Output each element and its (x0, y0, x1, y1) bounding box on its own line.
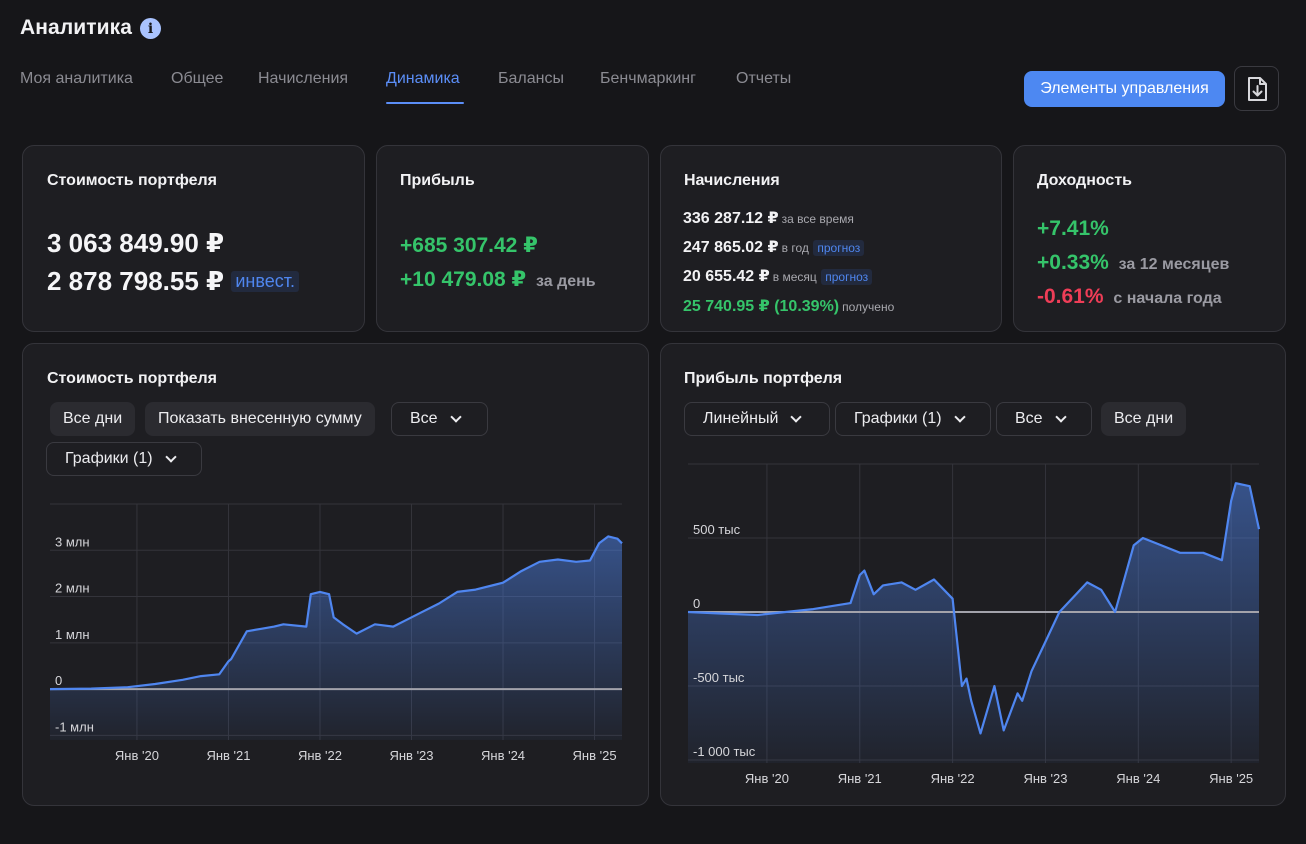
accrual-value: 336 287.12 ₽ (683, 210, 779, 227)
download-file-icon (1247, 76, 1267, 101)
x-tick-label: Янв '25 (573, 748, 617, 763)
forecast-tag: прогноз (821, 269, 873, 285)
forecast-tag: прогноз (813, 240, 865, 256)
accruals-card: Начисления (660, 145, 1002, 332)
page-title: Аналитика (20, 16, 133, 39)
x-tick-label: Янв '20 (745, 771, 789, 786)
invested-row: 2 878 798.55 ₽ инвест. (47, 266, 299, 297)
accrual-note: в месяц (772, 270, 817, 284)
card-title: Начисления (684, 172, 780, 189)
x-tick-label: Янв '23 (1023, 771, 1067, 786)
all-days-button[interactable]: Все дни (1101, 402, 1187, 436)
accrual-note: в год (781, 241, 809, 255)
accrual-row-year: 247 865.02 ₽ в год прогноз (683, 237, 865, 257)
tab-balances[interactable]: Балансы (498, 70, 564, 87)
tab-general[interactable]: Общее (171, 70, 224, 87)
x-tick-label: Янв '23 (389, 748, 433, 763)
profit-total: +685 307.42 ₽ (400, 234, 538, 257)
profit-day-value: +10 479.08 ₽ (400, 268, 527, 291)
y-tick-label: 0 (55, 673, 62, 688)
x-tick-label: Янв '22 (298, 748, 342, 763)
controls-button[interactable]: Элементы управления (1024, 71, 1225, 107)
series-area (688, 483, 1259, 763)
y-tick-label: 0 (693, 596, 700, 611)
portfolio-total-value: 3 063 849.90 ₽ (47, 228, 225, 258)
series-line (49, 535, 623, 691)
yield-ytd-value: -0.61% (1037, 285, 1104, 308)
card-title: Стоимость портфеля (47, 172, 218, 189)
series-line (687, 482, 1261, 735)
show-invested-button[interactable]: Показать внесенную сумму (145, 402, 375, 436)
portfolio-value-card: Стоимость портфеля 3 063 849.90 ₽ 2 878 … (22, 145, 365, 332)
y-tick-label: -500 тыс (693, 670, 745, 685)
x-tick-label: Янв '21 (206, 748, 250, 763)
tab-dynamics[interactable]: Динамика (386, 70, 460, 87)
dropdown-label: Графики (1) (65, 450, 153, 467)
x-tick-label: Янв '20 (115, 748, 159, 763)
accrual-note: получено (842, 300, 895, 314)
accrual-row-received: 25 740.95 ₽ (10.39%) получено (683, 296, 894, 316)
invested-value: 2 878 798.55 ₽ (47, 266, 225, 296)
accrual-note: за все время (781, 212, 854, 226)
accrual-row-all-time: 336 287.12 ₽ за все время (683, 208, 854, 228)
y-tick-label: 1 млн (55, 627, 90, 642)
x-tick-label: Янв '21 (838, 771, 882, 786)
charts-dropdown[interactable]: Графики (1) (46, 442, 202, 476)
y-tick-label: 500 тыс (693, 522, 741, 537)
panel-title: Стоимость портфеля (47, 370, 218, 387)
x-tick-label: Янв '25 (1209, 771, 1253, 786)
card-title: Прибыль (400, 172, 475, 189)
dropdown-label: Линейный (703, 410, 779, 427)
y-tick-label: 3 млн (55, 534, 90, 549)
range-dropdown[interactable]: Все (391, 402, 488, 436)
scale-dropdown[interactable]: Линейный (684, 402, 830, 436)
profit-day-row: +10 479.08 ₽ за день (400, 267, 596, 292)
yield-ytd-row: -0.61% с начала года (1037, 285, 1222, 309)
profit-day-label: за день (535, 273, 596, 290)
range-dropdown[interactable]: Все (996, 402, 1092, 436)
yield-card: Доходность +7.41% +0.33% за 12 месяцев -… (1013, 145, 1286, 332)
panel-title: Прибыль портфеля (684, 370, 843, 387)
yield-12m-row: +0.33% за 12 месяцев (1037, 251, 1229, 275)
y-tick-label: -1 000 тыс (693, 744, 756, 759)
info-icon[interactable]: i (140, 18, 161, 39)
active-tab-indicator (386, 102, 464, 104)
tab-my-analytics[interactable]: Моя аналитика (20, 70, 133, 87)
x-tick-label: Янв '24 (1116, 771, 1160, 786)
y-tick-label: -1 млн (55, 719, 94, 734)
profit-card: Прибыль +685 307.42 ₽ +10 479.08 ₽ за де… (376, 145, 649, 332)
charts-dropdown[interactable]: Графики (1) (835, 402, 991, 436)
invested-tag: инвест. (231, 271, 299, 292)
x-tick-label: Янв '24 (481, 748, 525, 763)
dropdown-label: Графики (1) (854, 410, 942, 427)
card-title: Доходность (1037, 172, 1132, 189)
export-button[interactable] (1234, 66, 1279, 111)
accrual-value: 247 865.02 ₽ (683, 239, 779, 256)
yield-12m-value: +0.33% (1037, 251, 1109, 274)
yield-total: +7.41% (1037, 217, 1109, 240)
tab-accruals[interactable]: Начисления (258, 70, 349, 87)
x-tick-label: Янв '22 (931, 771, 975, 786)
y-tick-label: 2 млн (55, 581, 90, 596)
tab-benchmarking[interactable]: Бенчмаркинг (600, 70, 696, 87)
dropdown-label: Все (410, 410, 438, 427)
yield-12m-label: за 12 месяцев (1118, 256, 1230, 273)
all-days-button[interactable]: Все дни (50, 402, 136, 436)
accrual-value: 25 740.95 ₽ (10.39%) (683, 298, 840, 315)
dropdown-label: Все (1015, 410, 1043, 427)
accrual-row-month: 20 655.42 ₽ в месяц прогноз (683, 266, 873, 286)
accrual-value: 20 655.42 ₽ (683, 268, 770, 285)
yield-ytd-label: с начала года (1113, 290, 1222, 307)
tab-reports[interactable]: Отчеты (736, 70, 792, 87)
